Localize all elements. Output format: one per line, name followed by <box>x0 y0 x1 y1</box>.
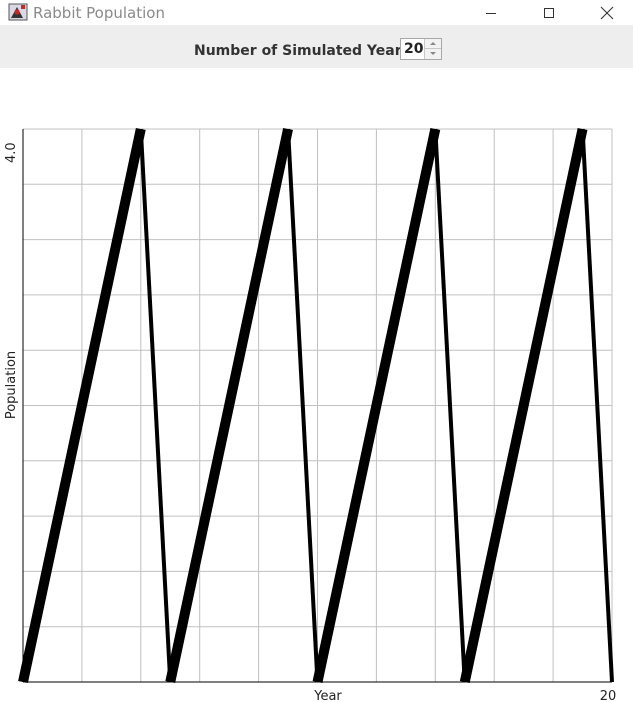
maximize-button[interactable] <box>526 0 572 25</box>
years-label: Number of Simulated Years: <box>194 43 416 59</box>
series-segment-rising <box>459 127 588 684</box>
chart-labels: 4.0 Population Year 20 <box>4 142 616 702</box>
x-tick-label: 20 <box>600 689 617 702</box>
maximize-icon <box>544 7 554 18</box>
spinner-down-button[interactable] <box>424 49 441 59</box>
series-segment-falling <box>138 128 173 683</box>
window-title: Rabbit Population <box>33 4 165 22</box>
spinner-up-button[interactable] <box>424 39 441 49</box>
chevron-down-icon <box>430 52 436 55</box>
minimize-button[interactable] <box>468 0 514 25</box>
y-tick-label: 4.0 <box>4 142 19 163</box>
chart-series <box>18 127 614 684</box>
years-spinner-value[interactable]: 20 <box>404 41 424 57</box>
title-bar: Rabbit Population <box>0 0 633 25</box>
close-button[interactable] <box>584 0 630 25</box>
minimize-icon <box>486 12 496 14</box>
series-segment-rising <box>312 127 441 684</box>
series-segment-falling <box>286 128 320 683</box>
series-segment-rising <box>165 127 293 684</box>
chevron-up-icon <box>430 42 436 45</box>
years-spinner[interactable]: 20 <box>400 38 442 60</box>
java-duke-icon <box>8 3 28 21</box>
series-segment-falling <box>580 128 614 683</box>
series-segment-rising <box>18 127 146 684</box>
x-axis-label: Year <box>313 689 342 702</box>
control-bar: Number of Simulated Years: 20 <box>0 25 633 68</box>
series-segment-falling <box>433 128 467 683</box>
close-icon <box>600 6 614 19</box>
y-axis-label: Population <box>4 351 19 419</box>
